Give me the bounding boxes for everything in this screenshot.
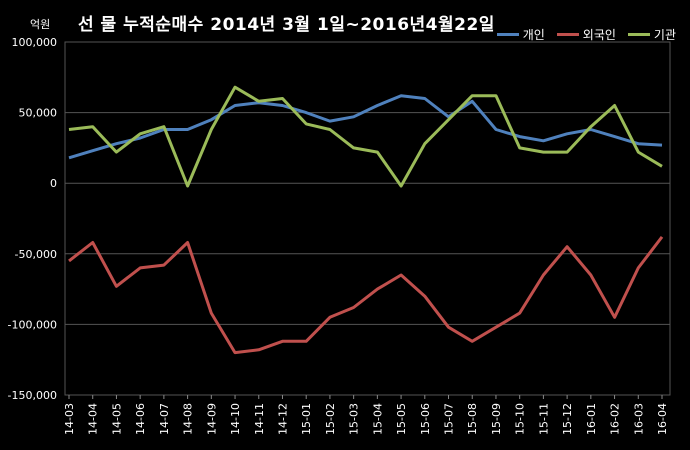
x-tick-label: 16-01	[585, 403, 598, 435]
legend-item: 개인	[496, 26, 545, 43]
y-tick-label: -100,000	[8, 318, 57, 331]
x-tick-label: 16-02	[609, 403, 622, 435]
x-tick-label: 15-11	[537, 403, 550, 435]
x-tick-label: 15-08	[466, 403, 479, 435]
x-tick-label: 14-04	[87, 403, 100, 435]
x-tick-label: 16-03	[632, 403, 645, 435]
x-tick-label: 15-03	[348, 403, 361, 435]
unit-label: 억원	[30, 18, 51, 31]
x-tick-label: 14-06	[134, 403, 147, 435]
x-tick-label: 14-03	[63, 403, 76, 435]
legend-swatch	[627, 33, 650, 36]
legend-swatch	[496, 33, 519, 36]
plot-area	[64, 41, 671, 396]
x-tick-label: 14-12	[276, 403, 289, 435]
chart-title: 선 물 누적순매수 2014년 3월 1일~2016년4월22일	[78, 15, 495, 35]
legend: 개인 외국인 기관	[496, 26, 676, 43]
legend-swatch	[556, 33, 579, 36]
y-tick-label: 100,000	[12, 36, 58, 49]
x-tick-label: 15-09	[490, 403, 503, 435]
x-tick-label: 15-05	[395, 403, 408, 435]
x-tick-label: 15-04	[371, 403, 384, 435]
x-tick-label: 16-04	[656, 403, 669, 435]
x-tick-label: 15-06	[419, 403, 432, 435]
x-tick-label: 15-01	[300, 403, 313, 435]
legend-label: 개인	[522, 28, 545, 42]
x-tick-label: 14-09	[205, 403, 218, 435]
x-tick-label: 14-10	[229, 403, 242, 435]
x-tick-label: 14-07	[158, 403, 171, 435]
legend-item: 기관	[627, 26, 676, 43]
x-tick-label: 15-12	[561, 403, 574, 435]
x-tick-label: 14-11	[253, 403, 266, 435]
legend-item: 외국인	[556, 26, 616, 43]
series-line-2	[68, 85, 663, 188]
x-tick-label: 15-07	[443, 403, 456, 435]
series-line-1	[68, 235, 664, 355]
x-tick-label: 14-08	[182, 403, 195, 435]
y-tick-label: 0	[50, 177, 57, 190]
x-tick-label: 14-05	[110, 403, 123, 435]
x-tick-label: 15-10	[514, 403, 527, 435]
legend-label: 외국인	[582, 28, 616, 42]
y-tick-label: -50,000	[15, 248, 57, 261]
x-tick-label: 15-02	[324, 403, 337, 435]
y-tick-label: 50,000	[19, 107, 58, 120]
legend-label: 기관	[653, 28, 676, 42]
series-line-0	[68, 94, 663, 160]
y-tick-label: -150,000	[8, 389, 57, 402]
